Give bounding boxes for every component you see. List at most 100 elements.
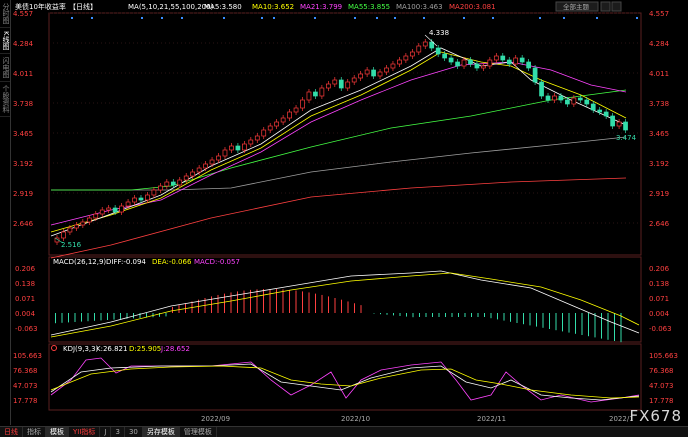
bottom-tab-30[interactable]: 30 <box>125 426 143 437</box>
candle-body <box>429 41 435 49</box>
macd-bar <box>562 313 563 332</box>
candle-body <box>125 201 131 207</box>
watermark: FX678 <box>629 407 682 425</box>
candle-body <box>500 55 506 61</box>
bottom-tab-3[interactable]: 3 <box>111 426 125 437</box>
macd-bar <box>523 313 524 325</box>
kdj-tick-right: 76.368 <box>649 367 674 375</box>
event-marker <box>273 17 275 19</box>
macd-bar <box>490 313 492 319</box>
candles <box>54 39 628 245</box>
macd-bar <box>295 290 297 313</box>
macd-tick-left: 0.004 <box>15 310 36 318</box>
candle-body <box>519 57 525 63</box>
event-marker <box>354 17 356 19</box>
candle-body <box>190 171 196 177</box>
kdj-j: J:28.652 <box>160 345 190 353</box>
macd-diff-line <box>50 270 640 336</box>
kdj-panel-frame <box>48 343 642 411</box>
price-tick-right: 4.284 <box>649 40 670 48</box>
macd-bar <box>107 313 108 320</box>
macd-bar <box>484 313 485 317</box>
tab-flash[interactable]: 闪电图 <box>0 54 10 82</box>
bottom-tab-j[interactable]: J <box>100 426 112 437</box>
macd-bar <box>250 289 251 313</box>
candle-body <box>345 81 351 89</box>
macd-bar <box>87 313 89 322</box>
candle-body <box>371 69 376 77</box>
candle-body <box>487 59 493 67</box>
kdj-axis: 105.663 105.663 76.368 76.368 47.073 47.073 17… <box>13 352 678 405</box>
macd-bar <box>263 289 264 313</box>
macd-value: MACD:-0.057 <box>194 258 240 266</box>
price-tick-right: 3.192 <box>649 160 669 168</box>
macd-bar <box>68 313 69 323</box>
macd-bar <box>217 294 219 313</box>
event-marker <box>492 17 494 19</box>
macd-bar <box>55 313 56 324</box>
macd-bar <box>510 313 511 322</box>
candle-body <box>610 115 615 127</box>
kdj-d-line <box>50 365 640 399</box>
macd-bar <box>165 313 167 317</box>
kdj-tick-left: 105.663 <box>13 352 42 360</box>
candle-body <box>558 95 564 101</box>
candle-body <box>397 59 402 65</box>
event-marker <box>261 17 263 19</box>
candle-body <box>235 145 241 151</box>
macd-histogram <box>55 289 622 343</box>
macd-bar <box>614 313 615 341</box>
event-marker <box>596 17 598 19</box>
kdj-close-icon[interactable] <box>51 345 57 351</box>
candle-body <box>493 55 499 61</box>
candle-body <box>119 205 124 213</box>
macd-tick-right: -0.063 <box>649 325 672 333</box>
candle-body <box>552 95 557 101</box>
macd-bar <box>445 313 446 317</box>
kline-chart[interactable]: 美债10年收益率 【日线】 MA(5,10,21,55,100,200) MA5… <box>11 0 688 426</box>
macd-bar <box>464 313 466 317</box>
header-controls[interactable]: 全部主题 <box>555 1 622 12</box>
event-marker <box>394 17 396 19</box>
bottom-tab-indicator[interactable]: 指标 <box>23 426 46 437</box>
theme-button-label: 全部主题 <box>563 2 590 11</box>
tab-profile[interactable]: 个股资料 <box>0 82 10 117</box>
macd-bar <box>269 289 271 313</box>
macd-bar <box>354 303 355 313</box>
ma21-line <box>50 61 627 226</box>
candle-body <box>468 59 473 65</box>
candle-body <box>448 57 454 63</box>
tab-intraday[interactable]: 分时图 <box>0 0 10 28</box>
candle-body <box>577 97 583 101</box>
chevron-up-icon[interactable] <box>600 1 611 12</box>
tab-kline[interactable]: K线图 <box>0 28 10 54</box>
macd-bar <box>256 289 258 313</box>
candle-body <box>481 65 486 69</box>
macd-bar <box>406 313 407 317</box>
macd-bar <box>607 313 609 340</box>
price-tick-left: 4.557 <box>13 10 33 18</box>
bottom-tab-manage-template[interactable]: 管理模板 <box>180 426 217 437</box>
macd-bar <box>321 294 323 313</box>
bottom-tab-save-template[interactable]: 另存模板 <box>142 426 180 437</box>
macd-tick-left: 0.071 <box>15 295 35 303</box>
macd-bar <box>224 293 225 313</box>
bottom-tab-template[interactable]: 模板 <box>46 426 69 437</box>
bottom-tab-yii[interactable]: YII指标 <box>69 426 101 437</box>
candle-body <box>138 197 144 201</box>
price-tick-left: 4.011 <box>13 70 33 78</box>
macd-bar <box>289 289 290 313</box>
macd-tick-left: -0.063 <box>15 325 38 333</box>
macd-bar <box>451 313 453 317</box>
event-markers <box>71 17 638 19</box>
kdj-d: D:25.905 <box>129 345 161 353</box>
price-tick-right: 3.465 <box>649 130 669 138</box>
event-marker <box>141 17 143 19</box>
candle-body <box>338 79 344 89</box>
theme-button[interactable] <box>555 1 599 12</box>
macd-tick-right: 0.004 <box>649 310 670 318</box>
chevron-down-icon[interactable] <box>611 1 622 12</box>
price-panel-frame <box>48 12 642 256</box>
candle-body <box>93 213 99 219</box>
bottom-tab-daily[interactable]: 日线 <box>0 426 23 437</box>
